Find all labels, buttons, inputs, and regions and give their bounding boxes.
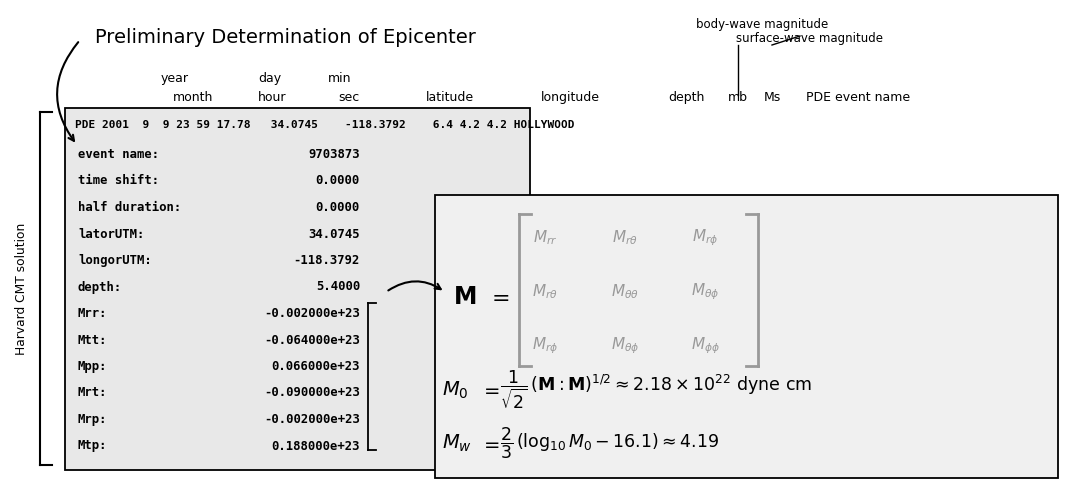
Text: $M_{r\theta}$: $M_{r\theta}$	[532, 282, 558, 301]
Text: $M_{\theta\phi}$: $M_{\theta\phi}$	[691, 281, 720, 302]
Text: $\dfrac{1}{\sqrt{2}}\,(\mathbf{M}:\mathbf{M})^{1/2} \approx 2.18 \times 10^{22}\: $\dfrac{1}{\sqrt{2}}\,(\mathbf{M}:\mathb…	[500, 369, 812, 412]
Text: 0.0000: 0.0000	[316, 201, 360, 214]
Text: Mrt:: Mrt:	[78, 387, 107, 399]
Text: 0.188000e+23: 0.188000e+23	[272, 439, 360, 452]
Text: Ms: Ms	[764, 91, 781, 104]
Text: $M_{rr}$: $M_{rr}$	[532, 229, 557, 247]
Bar	[435, 195, 1058, 478]
Text: Harvard CMT solution: Harvard CMT solution	[15, 223, 29, 355]
Text: Mpp:: Mpp:	[78, 360, 107, 373]
Text: sec: sec	[338, 91, 360, 104]
Text: half duration:: half duration:	[78, 201, 181, 214]
Text: 9703873: 9703873	[308, 148, 360, 161]
Bar	[65, 108, 530, 470]
Text: $=$: $=$	[480, 433, 500, 452]
Text: $M_{r\theta}$: $M_{r\theta}$	[613, 229, 638, 247]
Text: year: year	[161, 72, 188, 85]
Text: Mrp:: Mrp:	[78, 413, 107, 426]
Text: day: day	[258, 72, 282, 85]
Text: surface-wave magnitude: surface-wave magnitude	[737, 32, 884, 45]
Text: $=$: $=$	[487, 287, 510, 307]
Text: Mtp:: Mtp:	[78, 439, 107, 452]
Text: 5.4000: 5.4000	[316, 281, 360, 294]
Text: time shift:: time shift:	[78, 174, 160, 187]
Text: Mtt:: Mtt:	[78, 334, 107, 346]
Text: 0.066000e+23: 0.066000e+23	[272, 360, 360, 373]
Text: -118.3792: -118.3792	[293, 254, 360, 267]
Text: $M_{\theta\theta}$: $M_{\theta\theta}$	[612, 282, 639, 301]
Text: depth:: depth:	[78, 281, 122, 294]
Text: Preliminary Determination of Epicenter: Preliminary Determination of Epicenter	[95, 28, 476, 47]
Text: $M_{r\phi}$: $M_{r\phi}$	[532, 336, 558, 356]
Text: -0.090000e+23: -0.090000e+23	[265, 387, 360, 399]
Text: 0.0000: 0.0000	[316, 174, 360, 187]
Text: $M_0$: $M_0$	[442, 379, 469, 401]
Text: event name:: event name:	[78, 148, 160, 161]
Text: $M_{r\phi}$: $M_{r\phi}$	[692, 228, 719, 248]
Text: month: month	[172, 91, 213, 104]
Text: $=$: $=$	[480, 380, 500, 399]
Text: -0.002000e+23: -0.002000e+23	[265, 307, 360, 320]
Text: latitude: latitude	[426, 91, 474, 104]
Text: -0.064000e+23: -0.064000e+23	[265, 334, 360, 346]
Text: $M_{\theta\phi}$: $M_{\theta\phi}$	[610, 336, 639, 356]
Text: depth: depth	[668, 91, 705, 104]
Text: hour: hour	[258, 91, 286, 104]
Text: 34.0745: 34.0745	[308, 227, 360, 241]
Text: latorUTM:: latorUTM:	[78, 227, 145, 241]
Text: $M_w$: $M_w$	[442, 432, 472, 454]
Text: $M_{\phi\phi}$: $M_{\phi\phi}$	[691, 336, 720, 356]
Text: Mrr:: Mrr:	[78, 307, 107, 320]
Text: $\mathbf{M}$: $\mathbf{M}$	[453, 285, 477, 309]
Text: PDE 2001  9  9 23 59 17.78   34.0745    -118.3792    6.4 4.2 4.2 HOLLYWOOD: PDE 2001 9 9 23 59 17.78 34.0745 -118.37…	[75, 120, 574, 130]
Text: PDE event name: PDE event name	[806, 91, 910, 104]
Text: longitude: longitude	[541, 91, 600, 104]
Text: min: min	[328, 72, 351, 85]
Text: longorUTM:: longorUTM:	[78, 254, 152, 267]
Text: body-wave magnitude: body-wave magnitude	[696, 18, 828, 31]
Text: -0.002000e+23: -0.002000e+23	[265, 413, 360, 426]
Text: mb: mb	[728, 91, 748, 104]
Text: $\dfrac{2}{3}\,(\log_{10} M_0 - 16.1) \approx 4.19$: $\dfrac{2}{3}\,(\log_{10} M_0 - 16.1) \a…	[500, 425, 719, 461]
